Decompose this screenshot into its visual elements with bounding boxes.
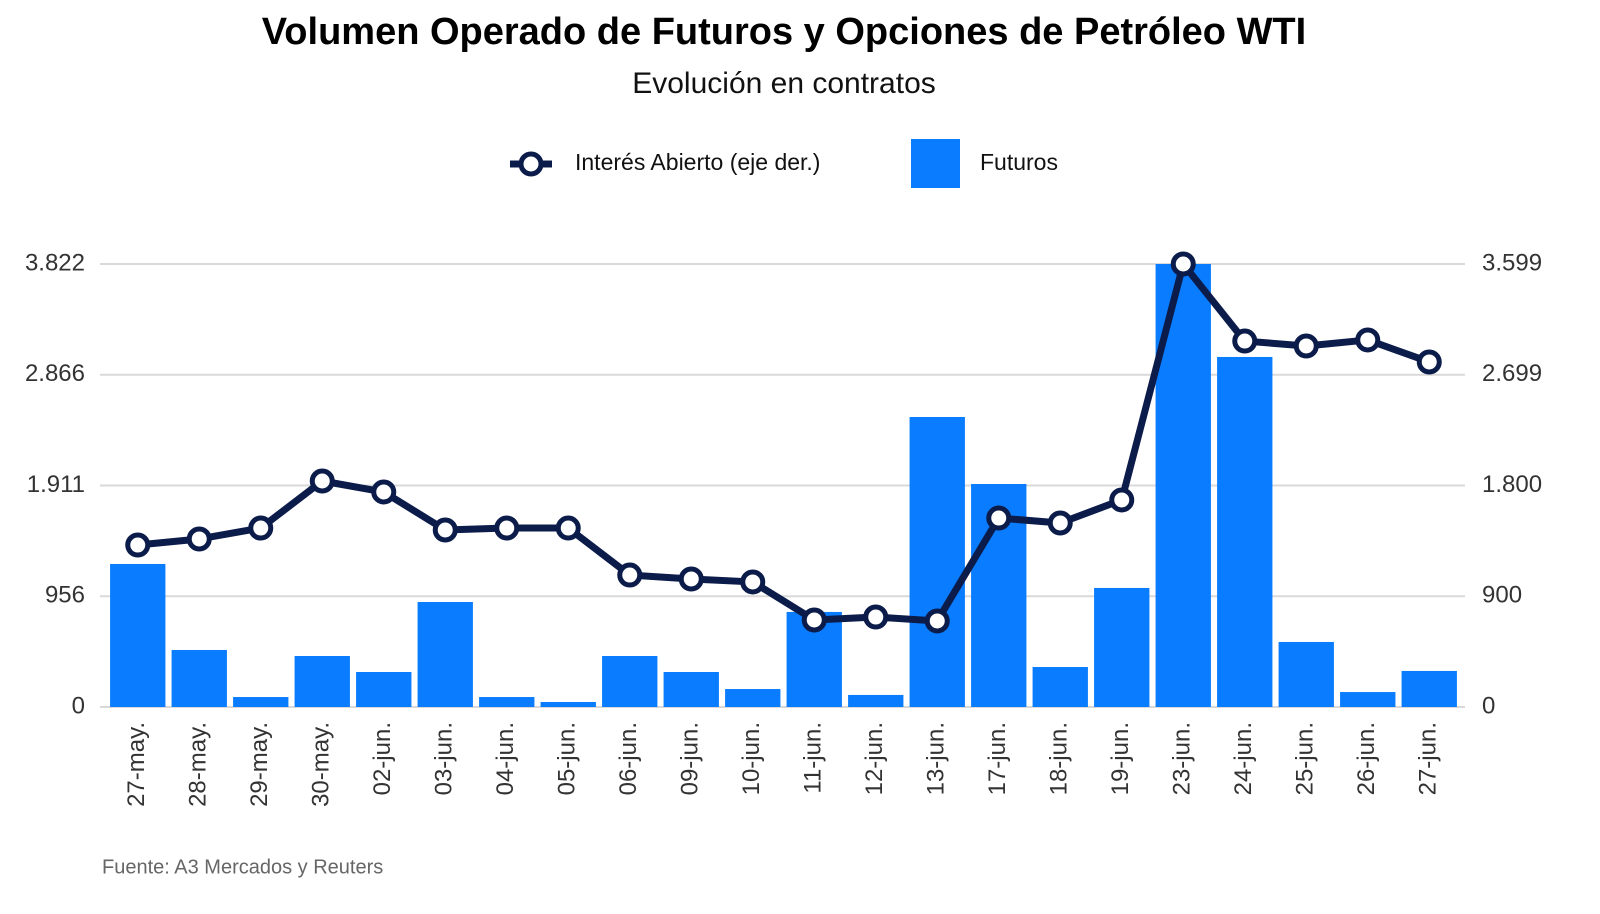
y-tick-label: 2.866 — [25, 360, 85, 387]
line — [137, 260, 1431, 625]
x-tick-label: 03-jun. — [431, 722, 458, 795]
line-point — [863, 604, 889, 630]
x-tick-label: 27-may. — [123, 722, 150, 807]
x-tick-label: 23-jun. — [1169, 722, 1196, 795]
x-tick-label: 29-may. — [246, 722, 273, 807]
x-tick-label: 06-jun. — [615, 722, 642, 795]
line-point — [1170, 251, 1196, 277]
bar — [294, 656, 350, 707]
bar — [663, 671, 719, 707]
x-tick-label: 28-may. — [185, 722, 212, 807]
legend-swatch — [911, 139, 960, 188]
line-point — [555, 515, 581, 541]
x-tick-label: 18-jun. — [1046, 722, 1073, 795]
bar — [909, 416, 965, 707]
bar — [602, 656, 658, 707]
x-tick-label: 27-jun. — [1415, 722, 1442, 795]
bar — [1032, 667, 1088, 707]
line-point — [1355, 327, 1381, 353]
y-tick-label: 3.822 — [25, 249, 85, 276]
line-point — [678, 566, 704, 592]
line-point — [1109, 487, 1135, 513]
bar — [848, 694, 904, 707]
y-tick-label: 0 — [72, 692, 85, 719]
y-tick-label: 1.911 — [27, 471, 85, 498]
line-point — [309, 468, 335, 494]
line-point — [801, 607, 827, 633]
x-tick-label: 04-jun. — [492, 722, 519, 795]
source: Fuente: A3 Mercados y Reuters — [102, 856, 383, 878]
line-point — [494, 515, 520, 541]
x-tick-label: 19-jun. — [1107, 722, 1134, 795]
y2-tick-label: 900 — [1482, 582, 1522, 609]
line-point — [924, 608, 950, 634]
bar — [1217, 356, 1273, 707]
line-point — [1416, 349, 1442, 375]
bar — [725, 689, 781, 707]
y-tick-label: 956 — [45, 582, 85, 609]
line-point — [1232, 328, 1258, 354]
chart-subtitle: Evolución en contratos — [632, 67, 936, 100]
line-point — [1047, 510, 1073, 536]
legend-label: Futuros — [980, 149, 1058, 175]
bar — [233, 697, 289, 707]
bar — [171, 649, 227, 707]
x-tick-label: 13-jun. — [923, 722, 950, 795]
bar — [479, 697, 535, 707]
x-tick-label: 30-may. — [308, 722, 335, 807]
x-tick-label: 24-jun. — [1230, 722, 1257, 795]
x-tick-label: 10-jun. — [738, 722, 765, 795]
bar — [356, 671, 412, 707]
chart-title: Volumen Operado de Futuros y Opciones de… — [262, 11, 1306, 53]
x-tick-label: 02-jun. — [369, 722, 396, 795]
line-point — [1293, 333, 1319, 359]
line-point — [432, 517, 458, 543]
bar — [1340, 692, 1396, 707]
bar — [1094, 587, 1150, 707]
bar — [110, 563, 166, 707]
legend-label: Interés Abierto (eje der.) — [575, 149, 820, 175]
x-tick-label: 05-jun. — [554, 722, 581, 795]
bar — [1401, 670, 1457, 707]
legend-marker — [518, 151, 544, 177]
bar — [417, 601, 473, 707]
y2-tick-label: 3.599 — [1482, 249, 1542, 276]
x-tick-label: 12-jun. — [861, 722, 888, 795]
bar — [1278, 641, 1334, 707]
line-point — [617, 562, 643, 588]
line-point — [986, 505, 1012, 531]
y2-tick-label: 1.800 — [1482, 471, 1542, 498]
line-point — [248, 515, 274, 541]
bar — [540, 702, 596, 707]
y2-tick-label: 2.699 — [1482, 360, 1542, 387]
x-tick-label: 11-jun. — [800, 722, 827, 794]
line-point — [186, 526, 212, 552]
y2-tick-label: 0 — [1482, 692, 1495, 719]
line-point — [371, 479, 397, 505]
line-point — [125, 532, 151, 558]
x-tick-label: 09-jun. — [677, 722, 704, 795]
x-tick-label: 17-jun. — [984, 722, 1011, 795]
x-tick-label: 26-jun. — [1353, 722, 1380, 795]
line-point — [740, 569, 766, 595]
x-tick-label: 25-jun. — [1292, 722, 1319, 795]
